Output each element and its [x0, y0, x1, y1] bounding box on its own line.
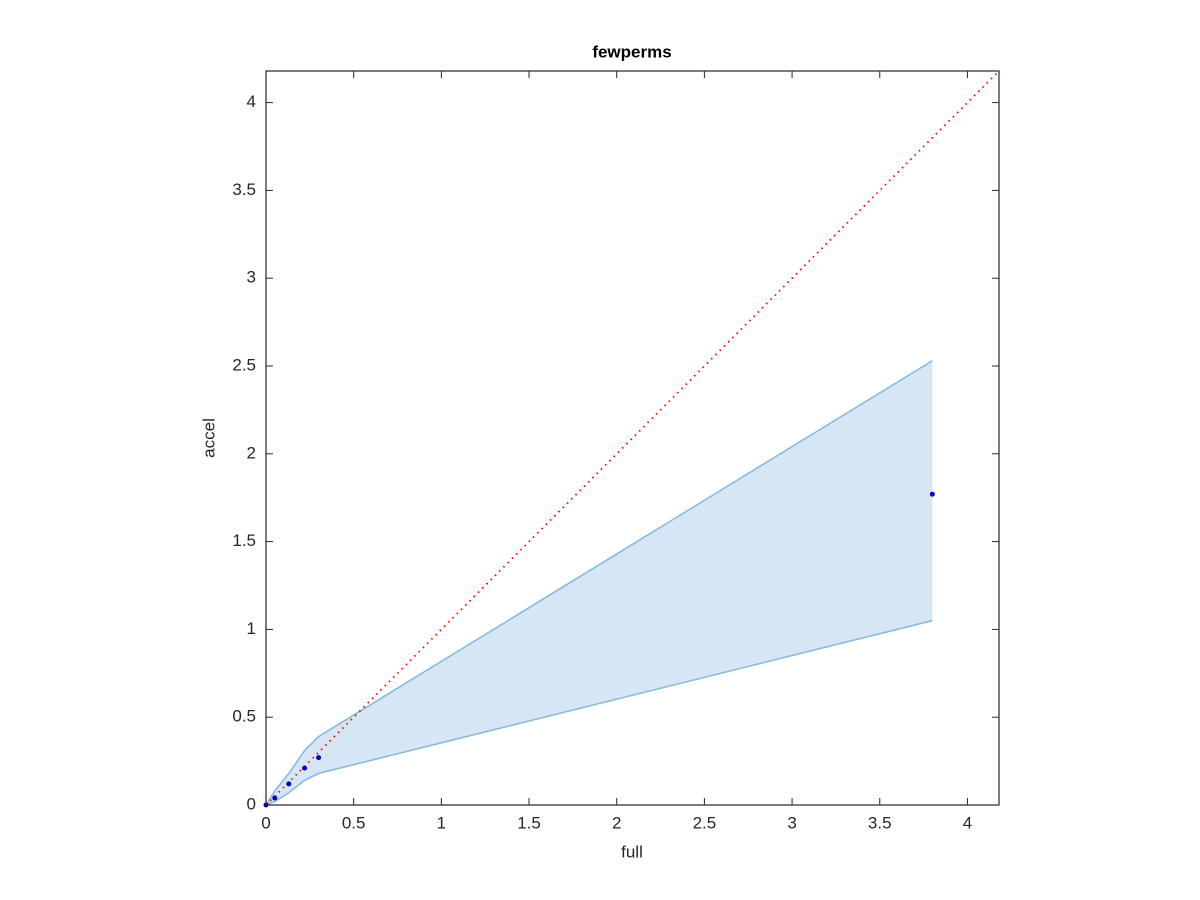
- band-lower-edge: [265, 619, 933, 806]
- x-axis-label: full: [621, 842, 643, 861]
- y-tick-label: 3: [247, 268, 256, 287]
- x-tick-label: 1: [437, 813, 446, 832]
- x-tick-label: 2.5: [693, 813, 717, 832]
- confidence-band: [266, 360, 933, 805]
- y-tick-label: 0.5: [232, 707, 256, 726]
- band-upper-edge: [265, 360, 933, 806]
- y-tick-label: 2: [247, 443, 256, 462]
- x-tick-label: 2: [612, 813, 621, 832]
- data-point: [302, 765, 308, 771]
- y-tick-label: 3.5: [232, 180, 256, 199]
- y-tick-label: 0: [247, 794, 256, 813]
- data-point: [929, 491, 935, 497]
- x-tick-label: 3: [787, 813, 796, 832]
- x-tick-label: 4: [963, 813, 972, 832]
- x-tick-label: 0.5: [342, 813, 366, 832]
- x-tick-label: 0: [261, 813, 270, 832]
- x-tick-label: 1.5: [517, 813, 541, 832]
- data-point: [272, 795, 278, 801]
- data-point: [316, 755, 322, 761]
- y-tick-label: 1: [247, 619, 256, 638]
- data-point: [286, 781, 292, 787]
- y-tick-label: 1.5: [232, 531, 256, 550]
- reference-line: [265, 70, 1000, 806]
- axes-box: [265, 70, 1000, 806]
- chart-title: fewperms: [592, 42, 671, 61]
- y-tick-label: 2.5: [232, 355, 256, 374]
- y-tick-label: 4: [247, 92, 256, 111]
- y-axis-label: accel: [199, 418, 218, 458]
- x-tick-label: 3.5: [868, 813, 892, 832]
